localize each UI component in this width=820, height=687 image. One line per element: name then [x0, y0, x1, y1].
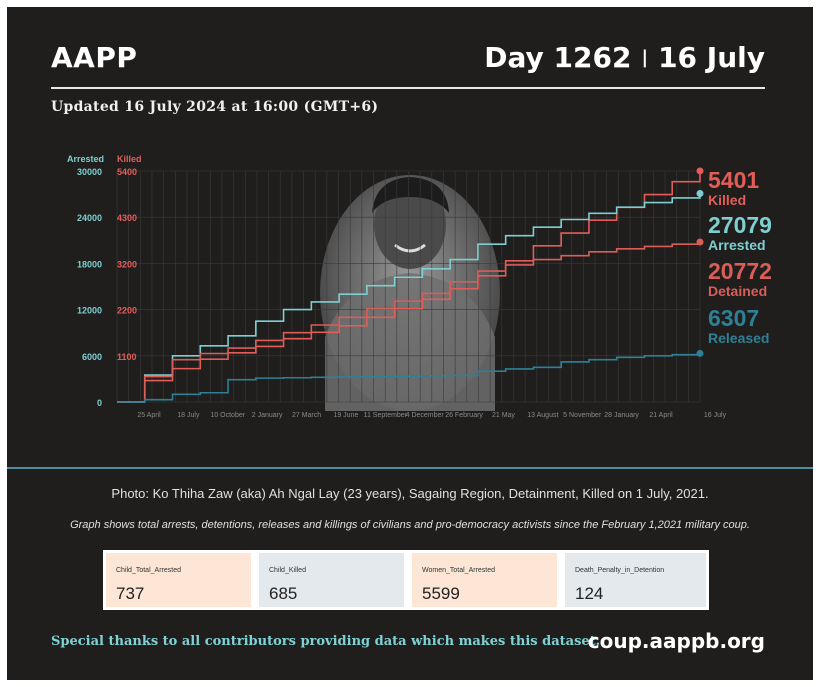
footer-thanks: Special thanks to all contributors provi… [51, 634, 601, 649]
portrait-head [374, 181, 446, 269]
x-tick: 2 January [252, 412, 283, 419]
series-end-marker-arrested [696, 189, 704, 197]
stat-label: Women_Total_Arrested [422, 567, 496, 574]
x-tick: 18 July [177, 412, 200, 419]
stat-card-child-killed: Child_Killed 685 [259, 553, 404, 607]
series-end-marker-released [696, 349, 704, 357]
stat-label: Child_Total_Arrested [116, 567, 181, 574]
legend-value-arrested: 27079 [708, 212, 772, 238]
y-tick-right: 2200 [117, 306, 137, 316]
graph-note: Graph shows total arrests, detentions, r… [70, 519, 750, 531]
updated-timestamp: Updated 16 July 2024 at 16:00 (GMT+6) [51, 99, 379, 115]
series-line-killed [117, 170, 701, 403]
title-date: 16 July [658, 41, 765, 74]
y-tick-left: 12000 [77, 306, 102, 316]
legend-label-detained: Detained [708, 283, 767, 299]
y-tick-right: 3200 [117, 259, 137, 269]
legend-value-released: 6307 [708, 305, 759, 331]
y-tick-left: 30000 [77, 167, 102, 177]
portrait-smile [394, 243, 426, 253]
stat-label: Death_Penalty_in_Detention [575, 567, 665, 574]
y-axis-title-right: Killed [117, 154, 142, 164]
x-tick: 10 October [210, 412, 245, 419]
y-tick-left: 24000 [77, 213, 102, 223]
title-rule [51, 87, 765, 89]
series-line-released [117, 353, 701, 403]
y-tick-left: 6000 [82, 352, 102, 362]
x-tick: 21 May [492, 412, 515, 419]
x-tick: 21 April [649, 412, 673, 419]
x-tick: 28 January [604, 412, 639, 419]
stat-value: 5599 [422, 584, 460, 603]
stats-strip: Child_Total_Arrested 737 Child_Killed 68… [103, 550, 709, 610]
x-tick: 13 August [527, 412, 558, 419]
x-tick: 11 September [364, 412, 408, 419]
infographic-panel: AAPP Day 1262 | 16 July Updated 16 July 20… [7, 7, 813, 680]
series-end-marker-detained [696, 238, 704, 246]
series-line-arrested [117, 193, 701, 403]
y-tick-right: 5400 [117, 167, 137, 177]
legend-label-arrested: Arrested [708, 237, 766, 253]
portrait-hair [372, 177, 449, 213]
footer-url[interactable]: coup.aappb.org [587, 629, 765, 653]
stat-value: 685 [269, 584, 298, 603]
x-tick: 5 November [563, 412, 602, 419]
stat-card-women-arrested: Women_Total_Arrested 5599 [412, 553, 557, 607]
series-end-marker-killed [696, 167, 704, 175]
stat-value: 124 [575, 584, 604, 603]
section-divider [7, 467, 813, 469]
x-tick: 19 June [333, 412, 358, 419]
stat-value: 737 [116, 584, 145, 603]
day-date-title: Day 1262 | 16 July [484, 41, 765, 74]
legend-label-killed: Killed [708, 192, 746, 208]
stat-card-child-arrested: Child_Total_Arrested 737 [106, 553, 251, 607]
x-tick: 25 April [137, 412, 161, 419]
y-tick-left: 0 [97, 398, 102, 408]
y-tick-left: 18000 [77, 259, 102, 269]
day-count: Day 1262 [484, 41, 632, 74]
legend-value-detained: 20772 [708, 258, 772, 284]
x-tick: 4 December [406, 412, 445, 419]
stat-card-death-penalty: Death_Penalty_in_Detention 124 [565, 553, 706, 607]
x-tick: 16 July [704, 412, 727, 419]
chart: 30000 24000 18000 12000 6000 0 5400 4300 3200 220… [67, 154, 772, 419]
legend-label-released: Released [708, 330, 769, 346]
y-tick-right: 4300 [117, 213, 137, 223]
stat-label: Child_Killed [269, 567, 306, 574]
x-tick: 27 March [292, 412, 321, 419]
series-line-detained [117, 242, 701, 403]
y-tick-right: 1100 [117, 352, 137, 362]
x-tick: 26 February [445, 412, 483, 419]
org-title: AAPP [51, 41, 138, 74]
title-separator: | [641, 47, 649, 68]
photo-caption: Photo: Ko Thiha Zaw (aka) Ah Ngal Lay (2… [111, 486, 709, 501]
y-axis-title-left: Arrested [67, 154, 104, 164]
legend-value-killed: 5401 [708, 167, 759, 193]
